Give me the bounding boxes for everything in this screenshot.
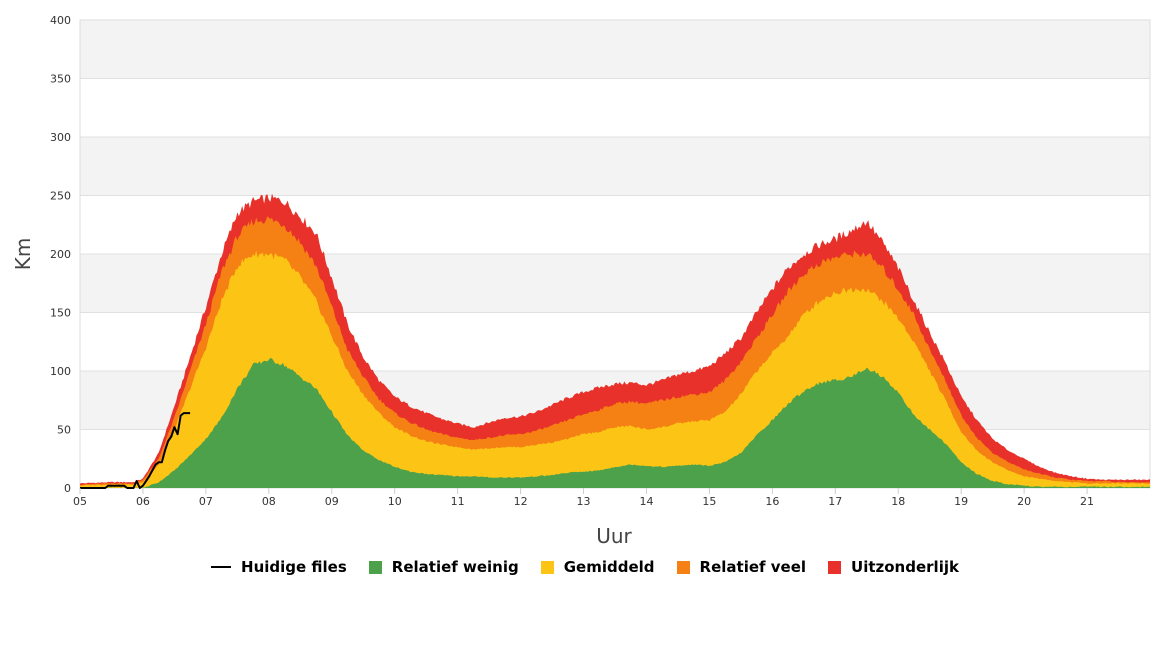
y-tick-label: 150 (50, 307, 71, 320)
legend-swatch-icon (368, 560, 382, 574)
x-tick-label: 17 (828, 495, 842, 508)
x-tick-label: 21 (1080, 495, 1094, 508)
y-axis-ticks: 0 50 100 150 200 250 300 350 400 (50, 14, 71, 495)
x-tick-label: 11 (451, 495, 465, 508)
y-tick-label: 250 (50, 190, 71, 203)
legend-item-relatief-weinig[interactable]: Relatief weinig (368, 558, 519, 576)
grid-band (80, 78, 1150, 137)
legend-label: Uitzonderlijk (851, 558, 959, 576)
x-tick-label: 18 (891, 495, 905, 508)
x-tick-label: 08 (262, 495, 276, 508)
legend-item-gemiddeld[interactable]: Gemiddeld (540, 558, 655, 576)
x-tick-label: 15 (702, 495, 716, 508)
series-areas (80, 193, 1150, 488)
legend-label: Huidige files (241, 558, 347, 576)
legend-swatch-icon (676, 560, 690, 574)
x-axis-ticks: 05 06 07 08 09 10 11 12 13 14 15 16 17 18 19 20 21 (73, 488, 1094, 508)
y-tick-label: 300 (50, 131, 71, 144)
y-tick-label: 200 (50, 248, 71, 261)
y-axis-title: Km (11, 238, 35, 271)
x-tick-label: 13 (577, 495, 591, 508)
x-tick-label: 07 (199, 495, 213, 508)
x-tick-label: 12 (514, 495, 528, 508)
series-area-relatief-weinig (80, 358, 1150, 488)
x-tick-label: 16 (765, 495, 779, 508)
traffic-jam-chart: 0 50 100 150 200 250 300 350 400 05 06 07 08 09 10 11 1… (11, 14, 1151, 548)
legend-swatch-icon (828, 560, 842, 574)
x-tick-label: 19 (954, 495, 968, 508)
legend-line-icon (211, 566, 232, 568)
legend-item-current[interactable]: Huidige files (211, 558, 347, 576)
x-tick-label: 20 (1017, 495, 1031, 508)
x-tick-label: 10 (388, 495, 402, 508)
legend-label: Relatief weinig (391, 558, 519, 576)
y-tick-label: 100 (50, 365, 71, 378)
legend: Huidige files Relatief weinig Gemiddeld … (0, 558, 1170, 576)
current-jams-line-group (80, 412, 191, 489)
x-tick-label: 09 (325, 495, 339, 508)
legend-item-uitzonderlijk[interactable]: Uitzonderlijk (828, 558, 959, 576)
legend-item-relatief-veel[interactable]: Relatief veel (676, 558, 807, 576)
y-tick-label: 50 (57, 424, 71, 437)
y-tick-label: 0 (64, 482, 71, 495)
legend-label: Gemiddeld (563, 558, 655, 576)
x-tick-label: 14 (639, 495, 653, 508)
y-tick-label: 400 (50, 14, 71, 27)
x-tick-label: 06 (136, 495, 150, 508)
legend-label: Relatief veel (699, 558, 807, 576)
current-jams-line (80, 412, 191, 489)
legend-swatch-icon (540, 560, 554, 574)
grid-band (80, 137, 1150, 196)
grid-band (80, 20, 1150, 79)
y-tick-label: 350 (50, 73, 71, 86)
x-tick-label: 05 (73, 495, 87, 508)
x-axis-title: Uur (596, 524, 632, 548)
